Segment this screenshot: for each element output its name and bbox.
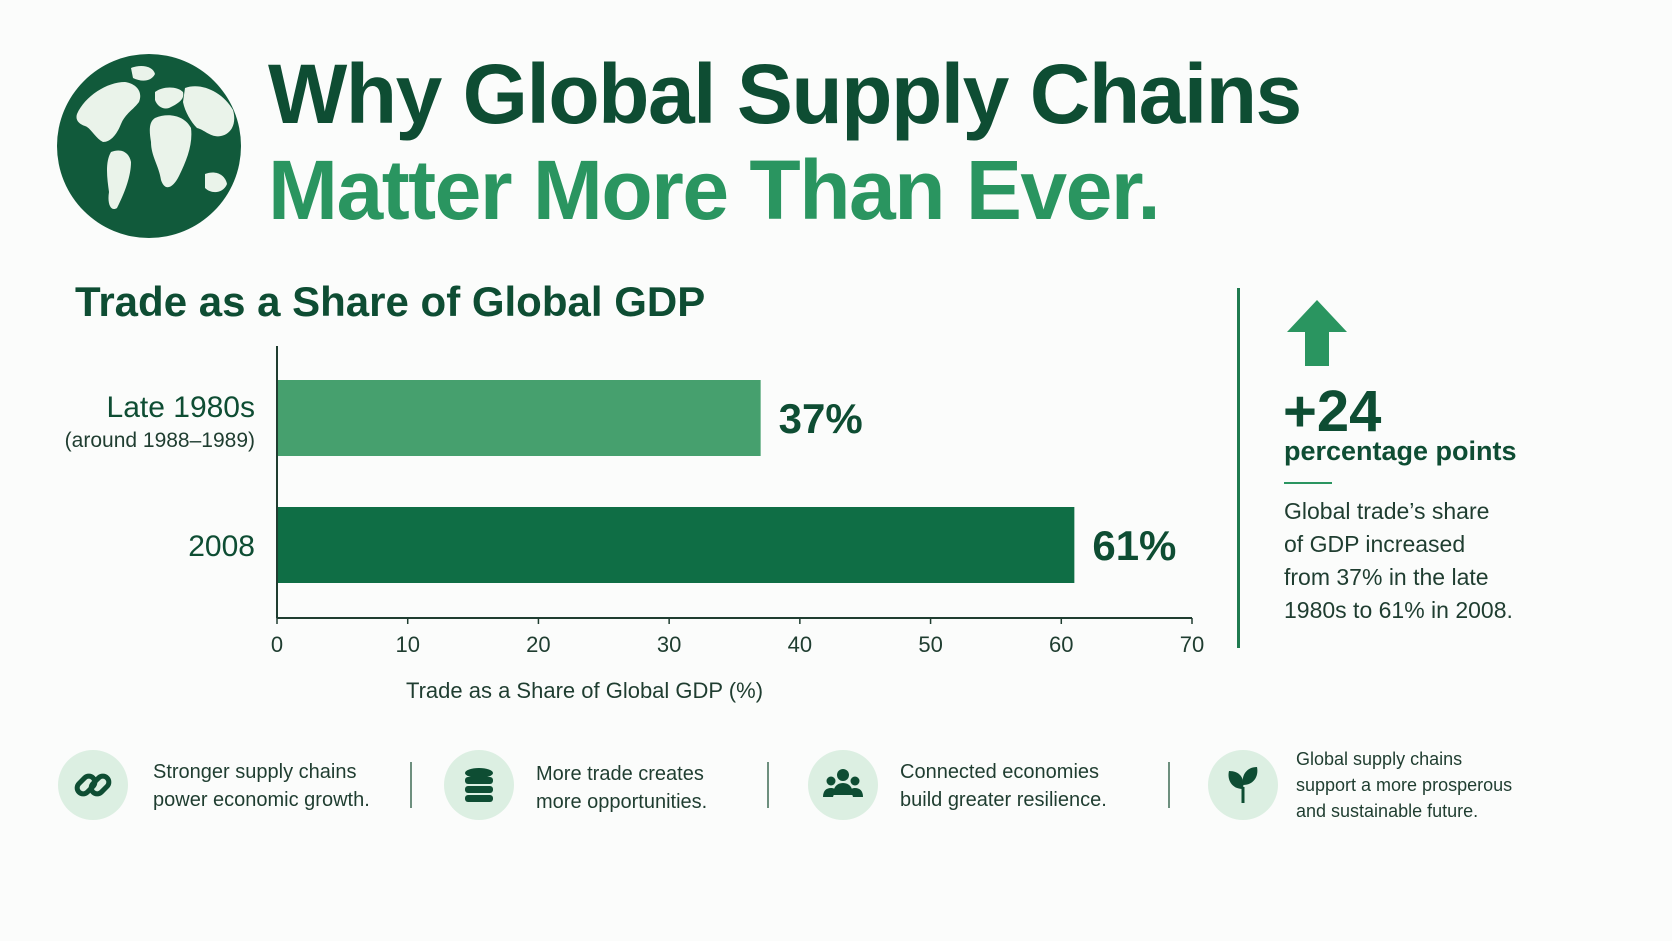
bar-chart: 0 10 20 30 40 50 60 70 Trade as a Share of Globa…	[65, 346, 1204, 703]
callout-description-line: Global trade’s share	[1284, 498, 1490, 524]
feature-text-line: power economic growth.	[153, 789, 370, 811]
vertical-divider	[1237, 288, 1240, 648]
sprout-leaf-icon	[1208, 750, 1278, 820]
callout-description: Global trade’s share of GDP increased fr…	[1284, 495, 1564, 627]
title-line-2: Matter More Than Ever.	[268, 143, 1161, 237]
callout-description-line: of GDP increased	[1284, 531, 1466, 557]
x-axis-label: Trade as a Share of Global GDP (%)	[406, 678, 763, 703]
category-sublabel: (around 1988–1989)	[65, 429, 255, 452]
feature-text-line: Stronger supply chains	[153, 761, 357, 783]
feature-text-line: more opportunities.	[536, 791, 708, 813]
bar	[278, 507, 1075, 583]
feature-text-line: Connected economies	[900, 761, 1100, 783]
x-tick-label: 40	[788, 632, 812, 657]
feature-text-line: build greater resilience.	[900, 789, 1107, 811]
up-arrow-icon	[1287, 300, 1347, 371]
bar-value-label: 61%	[1092, 522, 1176, 569]
x-tick-label: 0	[271, 632, 283, 657]
chain-link-icon	[58, 750, 128, 820]
feature-separator	[1168, 762, 1170, 808]
people-group-icon	[808, 750, 878, 820]
x-tick-label: 50	[918, 632, 942, 657]
feature-text-line: Global supply chains	[1296, 749, 1463, 769]
x-tick-label: 10	[395, 632, 419, 657]
x-tick-label: 60	[1049, 632, 1073, 657]
feature-separator	[767, 762, 769, 808]
bar	[278, 380, 761, 456]
x-tick-label: 30	[657, 632, 681, 657]
feature-text-line: and sustainable future.	[1296, 801, 1479, 821]
x-tick-label: 20	[526, 632, 550, 657]
feature-separator	[410, 762, 412, 808]
callout-description-line: from 37% in the late	[1284, 564, 1489, 590]
feature-text-line: support a more prosperous	[1296, 775, 1513, 795]
category-label: Late 1980s	[107, 391, 255, 424]
x-tick-label: 70	[1180, 632, 1204, 657]
callout-value: +24	[1283, 379, 1382, 444]
callout-rule	[1284, 482, 1332, 484]
callout-unit: percentage points	[1284, 436, 1517, 466]
coin-stack-icon	[444, 750, 514, 820]
chart-title: Trade as a Share of Global GDP	[75, 278, 706, 325]
feature-text-line: More trade creates	[536, 763, 704, 785]
globe-icon	[55, 52, 243, 240]
bar-value-label: 37%	[779, 395, 863, 442]
callout-description-line: 1980s to 61% in 2008.	[1284, 597, 1513, 623]
category-label: 2008	[188, 530, 255, 563]
title-line-1: Why Global Supply Chains	[268, 47, 1302, 141]
